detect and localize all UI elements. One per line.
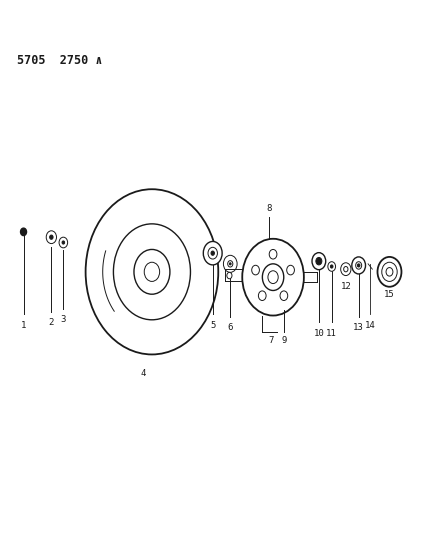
Text: 14: 14 bbox=[365, 321, 376, 330]
Circle shape bbox=[113, 224, 190, 320]
Circle shape bbox=[50, 235, 53, 239]
Text: 6: 6 bbox=[228, 324, 233, 333]
Circle shape bbox=[223, 255, 237, 272]
Circle shape bbox=[316, 257, 322, 265]
Text: 2: 2 bbox=[49, 318, 54, 327]
Circle shape bbox=[86, 189, 218, 354]
Circle shape bbox=[377, 257, 401, 287]
Circle shape bbox=[352, 257, 366, 274]
Circle shape bbox=[287, 265, 294, 275]
Text: 3: 3 bbox=[61, 316, 66, 325]
Text: 5705  2750 ∧: 5705 2750 ∧ bbox=[17, 54, 103, 67]
Circle shape bbox=[46, 231, 56, 244]
Text: 9: 9 bbox=[281, 336, 286, 345]
Text: 12: 12 bbox=[340, 282, 351, 292]
Circle shape bbox=[229, 263, 231, 265]
Circle shape bbox=[312, 253, 326, 270]
Text: 4: 4 bbox=[141, 369, 146, 378]
Circle shape bbox=[242, 239, 304, 316]
Text: 10: 10 bbox=[313, 329, 324, 338]
Text: 15: 15 bbox=[384, 290, 395, 300]
Circle shape bbox=[386, 268, 393, 276]
Circle shape bbox=[59, 237, 68, 248]
Circle shape bbox=[262, 264, 284, 290]
Circle shape bbox=[21, 228, 27, 236]
Circle shape bbox=[268, 271, 278, 284]
Circle shape bbox=[356, 262, 362, 269]
Circle shape bbox=[328, 262, 336, 271]
Circle shape bbox=[203, 241, 222, 265]
Circle shape bbox=[228, 261, 233, 267]
Text: 13: 13 bbox=[353, 324, 364, 333]
Circle shape bbox=[259, 291, 266, 301]
Circle shape bbox=[269, 249, 277, 259]
Circle shape bbox=[62, 241, 65, 244]
Circle shape bbox=[227, 272, 232, 279]
Circle shape bbox=[252, 265, 259, 275]
Circle shape bbox=[344, 266, 348, 272]
Text: 5: 5 bbox=[210, 321, 215, 330]
Circle shape bbox=[280, 291, 288, 301]
Text: 11: 11 bbox=[326, 329, 337, 338]
Text: 7: 7 bbox=[268, 336, 273, 345]
Circle shape bbox=[134, 249, 170, 294]
Circle shape bbox=[211, 251, 214, 255]
Circle shape bbox=[357, 264, 360, 267]
Circle shape bbox=[208, 247, 217, 259]
Circle shape bbox=[330, 265, 333, 268]
Circle shape bbox=[382, 262, 397, 281]
Text: 8: 8 bbox=[266, 204, 271, 213]
Circle shape bbox=[144, 262, 160, 281]
Circle shape bbox=[341, 263, 351, 276]
Text: 1: 1 bbox=[21, 321, 26, 330]
